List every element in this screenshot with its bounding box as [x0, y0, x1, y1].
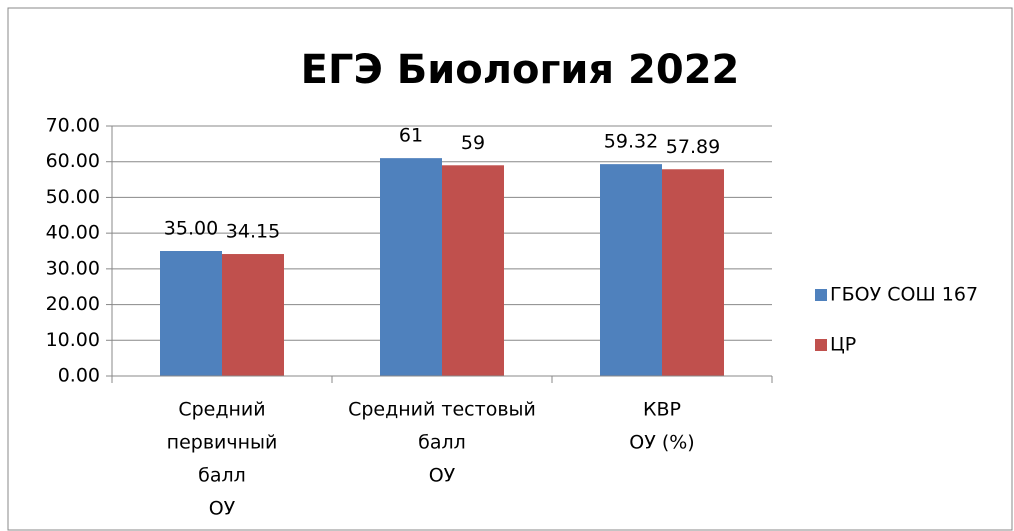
x-tick-label: ОУ (%) [629, 432, 694, 454]
legend-swatch [815, 339, 827, 351]
x-tick-label: первичный [167, 432, 278, 454]
x-tick-label: Средний тестовый [348, 399, 536, 421]
x-tick-label: балл [418, 432, 466, 454]
data-label: 35.00 [164, 218, 218, 240]
legend-swatch [815, 289, 827, 301]
chart-title: ЕГЭ Биология 2022 [301, 47, 740, 93]
bar [380, 158, 442, 376]
legend-label: ГБОУ СОШ 167 [830, 284, 978, 306]
y-tick-label: 20.00 [46, 293, 100, 315]
y-tick-label: 70.00 [46, 115, 100, 137]
data-label: 59.32 [604, 131, 658, 153]
data-label: 34.15 [226, 221, 280, 243]
data-label: 61 [399, 125, 423, 147]
y-tick-label: 10.00 [46, 329, 100, 351]
legend-label: ЦР [830, 334, 856, 356]
bar [600, 164, 662, 376]
bar [222, 254, 284, 376]
bar [662, 169, 724, 376]
data-label: 59 [461, 132, 485, 154]
y-tick-label: 30.00 [46, 257, 100, 279]
data-label: 57.89 [666, 136, 720, 158]
y-tick-label: 0.00 [58, 365, 100, 387]
x-tick-label: ОУ [209, 498, 236, 520]
bar [160, 251, 222, 376]
y-tick-label: 40.00 [46, 222, 100, 244]
y-tick-label: 50.00 [46, 186, 100, 208]
x-tick-label: ОУ [429, 465, 456, 487]
x-tick-label: КВР [643, 399, 681, 421]
x-tick-label: балл [198, 465, 246, 487]
y-tick-label: 60.00 [46, 150, 100, 172]
x-tick-label: Средний [178, 399, 265, 421]
bar [442, 165, 504, 376]
